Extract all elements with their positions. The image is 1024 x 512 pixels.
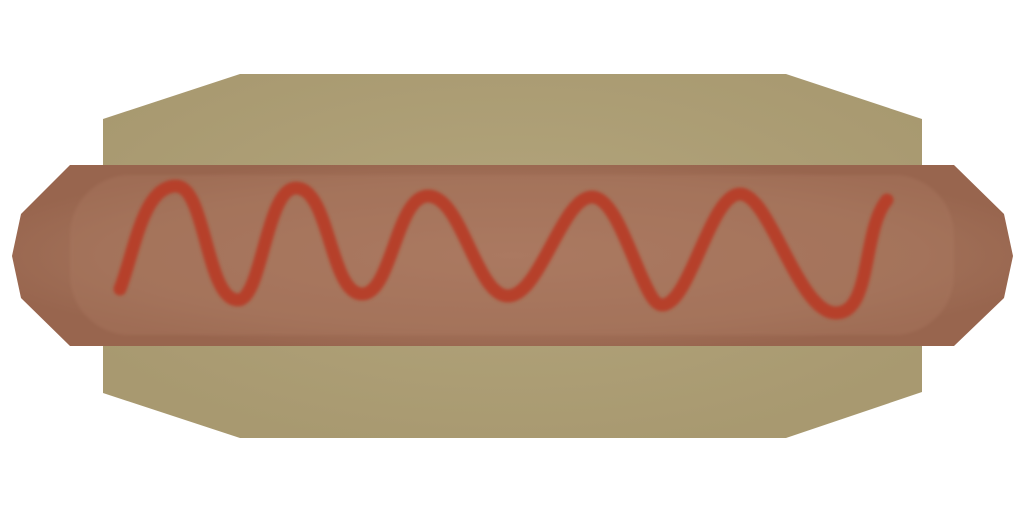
ketchup [113,179,894,320]
sausage-highlight [70,175,954,335]
